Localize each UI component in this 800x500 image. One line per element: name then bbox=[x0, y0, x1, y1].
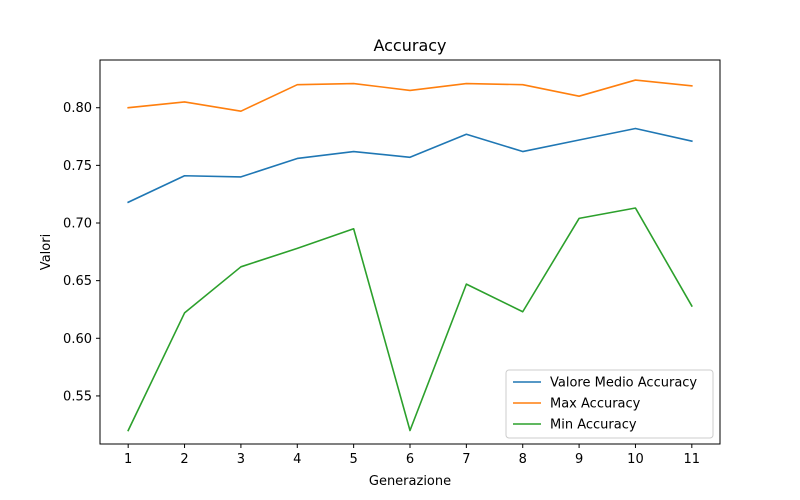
x-tick-label: 6 bbox=[406, 452, 414, 467]
x-tick-label: 7 bbox=[462, 452, 470, 467]
x-tick-label: 1 bbox=[124, 452, 132, 467]
legend: Valore Medio Accuracy Max Accuracy Min Acc… bbox=[505, 369, 714, 439]
chart-title: Accuracy bbox=[373, 36, 446, 55]
x-axis-label: Generazione bbox=[369, 474, 451, 489]
x-tick-label: 5 bbox=[349, 452, 357, 467]
x-tick-label: 10 bbox=[627, 452, 644, 467]
x-tick-label: 4 bbox=[293, 452, 301, 467]
x-axis: 1 2 3 4 5 6 7 8 9 10 11 bbox=[124, 444, 700, 467]
x-tick-label: 8 bbox=[519, 452, 527, 467]
legend-label: Min Accuracy bbox=[550, 418, 637, 433]
legend-label: Valore Medio Accuracy bbox=[550, 376, 697, 391]
y-tick-label: 0.65 bbox=[63, 274, 92, 289]
legend-box bbox=[505, 369, 714, 439]
y-tick-label: 0.80 bbox=[63, 101, 92, 116]
x-tick-label: 11 bbox=[684, 452, 701, 467]
series-line-3 bbox=[127, 207, 693, 432]
series-line-2 bbox=[127, 79, 693, 112]
series-line-1 bbox=[127, 127, 693, 204]
y-tick-label: 0.75 bbox=[63, 159, 92, 174]
y-tick-label: 0.70 bbox=[63, 217, 92, 232]
legend-label: Max Accuracy bbox=[550, 397, 641, 412]
series-layer bbox=[127, 79, 693, 432]
y-axis-label: Valori bbox=[39, 234, 54, 270]
y-tick-label: 0.55 bbox=[63, 389, 92, 404]
x-tick-label: 2 bbox=[180, 452, 188, 467]
y-tick-label: 0.60 bbox=[63, 332, 92, 347]
x-tick-label: 9 bbox=[575, 452, 583, 467]
y-axis: 0.55 0.60 0.65 0.70 0.75 0.80 bbox=[63, 101, 100, 404]
x-tick-label: 3 bbox=[237, 452, 245, 467]
